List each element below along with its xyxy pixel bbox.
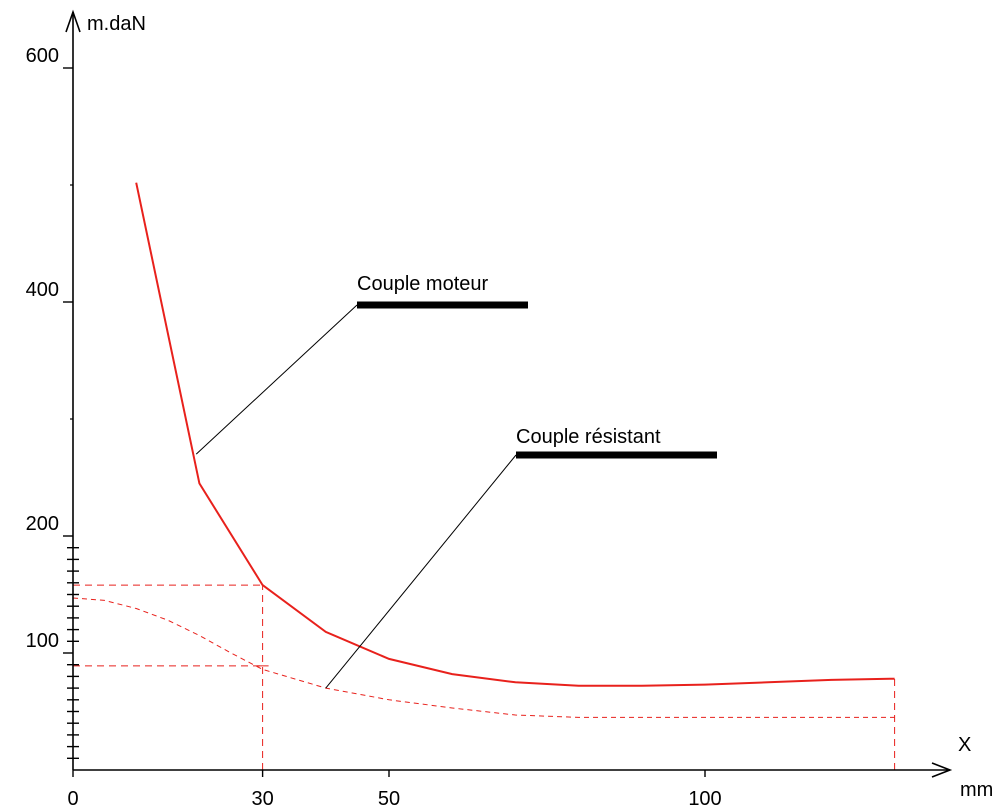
x-tick-label: 100	[688, 788, 721, 810]
annotation-label: Couple résistant	[516, 426, 661, 448]
annotation-label: Couple moteur	[357, 273, 489, 295]
series-line-2	[72, 597, 895, 718]
y-tick-label: 400	[26, 279, 59, 301]
x-axis-unit: mm	[960, 779, 993, 801]
x-axis-label: X	[958, 734, 971, 756]
x-tick-label: 30	[251, 788, 273, 810]
annotations: Couple moteur Couple résistant	[195, 273, 717, 689]
y-tick-label: 600	[26, 45, 59, 67]
x-axis-arrow	[931, 762, 953, 778]
annotation-leader	[195, 304, 358, 455]
series-line-1	[135, 182, 895, 687]
y-axis-label: m.daN	[87, 13, 146, 35]
axes	[65, 9, 953, 778]
y-tick-label: 100	[26, 630, 59, 652]
y-axis-arrow	[65, 9, 81, 33]
y-tick-label: 200	[26, 513, 59, 535]
ticks: 0 30 50 100 100 200 400 600	[26, 45, 722, 810]
reference-lines	[73, 584, 896, 770]
x-tick-label: 0	[67, 788, 78, 810]
series-layer	[72, 182, 895, 718]
x-tick-label: 50	[378, 788, 400, 810]
annotation-leader	[325, 454, 517, 689]
